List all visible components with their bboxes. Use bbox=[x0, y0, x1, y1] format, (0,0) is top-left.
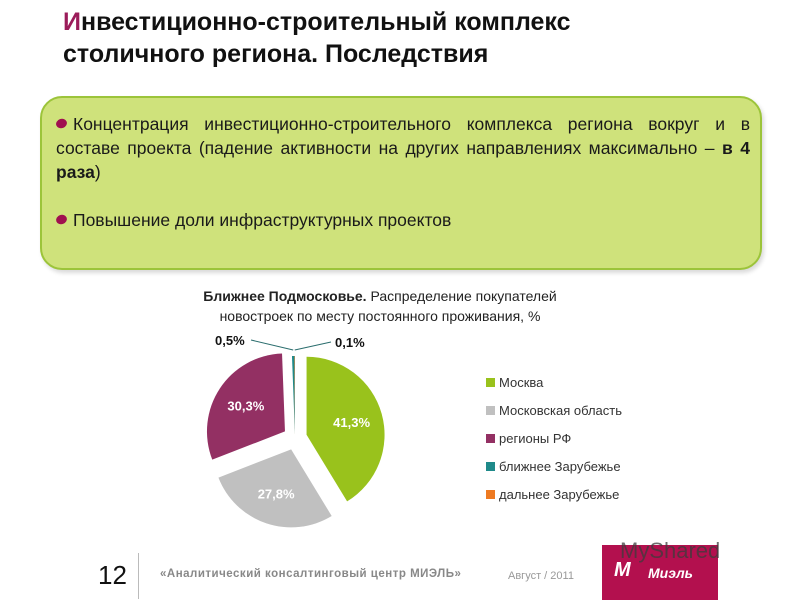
chart-title-rest: Распределение покупателей bbox=[366, 288, 557, 304]
legend-label: Московская область bbox=[499, 402, 623, 418]
chart-title-bold: Ближнее Подмосковье. bbox=[203, 288, 367, 304]
footer-date: Август / 2011 bbox=[508, 570, 574, 582]
chart-title: Ближнее Подмосковье. Распределение покуп… bbox=[170, 286, 590, 326]
bullet-infrastructure: Повышение доли инфраструктурных проектов bbox=[54, 208, 750, 232]
title-line1: нвестиционно-строительный комплекс bbox=[80, 8, 571, 36]
pie-chart: 41,3% 27,8% 30,3% 0,5% 0,1% bbox=[206, 333, 385, 528]
legend-swatch-icon bbox=[486, 433, 495, 443]
legend-label: ближнее Зарубежье bbox=[499, 458, 621, 474]
legend-swatch-icon bbox=[486, 405, 495, 415]
pie-label: 27,8% bbox=[258, 487, 295, 502]
legend-item: регионы РФ bbox=[486, 424, 622, 452]
footer-divider bbox=[138, 553, 139, 599]
pie-label: 0,1% bbox=[335, 335, 365, 350]
title-line2: столичного региона. Последствия bbox=[63, 40, 489, 68]
legend-label: регионы РФ bbox=[499, 430, 572, 446]
bullet-dot-icon bbox=[54, 117, 69, 130]
title-first-letter: И bbox=[63, 8, 81, 36]
company-logo: М Миэль bbox=[602, 545, 718, 600]
pie-slice bbox=[218, 449, 332, 528]
watermark: MyShared bbox=[620, 538, 721, 563]
pie-slice bbox=[306, 356, 385, 502]
page-number: 12 bbox=[98, 560, 127, 590]
legend-item: дальнее Зарубежье bbox=[486, 480, 622, 508]
legend-item: Москва bbox=[486, 368, 622, 396]
slide-title: Инвестиционно-строительный комплекс стол… bbox=[63, 6, 663, 70]
legend-label: дальнее Зарубежье bbox=[499, 486, 620, 502]
bullet-concentration: Концентрация инвестиционно-строительного… bbox=[54, 112, 750, 184]
bullet-2-text: Повышение доли инфраструктурных проектов bbox=[73, 210, 452, 230]
pie-slice bbox=[206, 353, 285, 460]
legend-swatch-icon bbox=[486, 377, 495, 387]
pie-label: 41,3% bbox=[333, 415, 370, 430]
legend-swatch-icon bbox=[486, 461, 495, 471]
pie-slice bbox=[291, 356, 295, 435]
legend-swatch-icon bbox=[486, 489, 495, 499]
pie-label: 0,5% bbox=[215, 333, 245, 348]
key-points-callout: Концентрация инвестиционно-строительного… bbox=[40, 96, 762, 270]
bullet-1-bold: в 4 раза bbox=[56, 138, 750, 182]
bullet-1-after: ) bbox=[94, 162, 101, 182]
legend-item: Московская область bbox=[486, 396, 622, 424]
legend-label: Москва bbox=[499, 374, 544, 390]
bullet-dot-icon bbox=[54, 213, 69, 226]
bullet-1-text: Концентрация инвестиционно-строительного… bbox=[56, 114, 750, 158]
chart-legend: Москва Московская область регионы РФ ближне… bbox=[486, 368, 622, 508]
logo-mark-icon: М bbox=[614, 559, 631, 581]
pie-label: 30,3% bbox=[227, 399, 264, 414]
footer-company: «Аналитический консалтинговый центр МИЭЛ… bbox=[160, 568, 462, 580]
logo-text: Миэль bbox=[648, 565, 693, 581]
chart-title-line2: новостроек по месту постоянного проживан… bbox=[219, 308, 541, 324]
legend-item: ближнее Зарубежье bbox=[486, 452, 622, 480]
